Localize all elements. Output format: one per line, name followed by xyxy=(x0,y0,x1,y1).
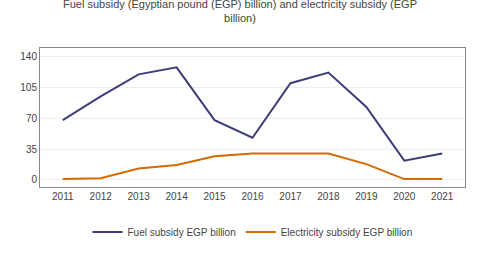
svg-text:2015: 2015 xyxy=(203,191,226,202)
svg-text:140: 140 xyxy=(20,51,37,62)
svg-text:0: 0 xyxy=(31,174,37,185)
svg-text:2020: 2020 xyxy=(393,191,416,202)
svg-text:Electricity subsidy EGP billio: Electricity subsidy EGP billion xyxy=(281,227,413,238)
svg-text:2012: 2012 xyxy=(90,191,113,202)
svg-text:2017: 2017 xyxy=(279,191,302,202)
svg-text:Fuel subsidy EGP billion: Fuel subsidy EGP billion xyxy=(128,227,236,238)
svg-text:2011: 2011 xyxy=(52,191,74,202)
svg-text:70: 70 xyxy=(26,113,38,124)
svg-text:105: 105 xyxy=(20,82,37,93)
svg-text:2014: 2014 xyxy=(165,191,188,202)
svg-text:2013: 2013 xyxy=(128,191,151,202)
svg-text:35: 35 xyxy=(26,144,38,155)
svg-text:2016: 2016 xyxy=(241,191,264,202)
svg-text:2019: 2019 xyxy=(355,191,378,202)
svg-text:2021: 2021 xyxy=(431,191,454,202)
svg-text:Fuel subsidy (Egyptian pound (: Fuel subsidy (Egyptian pound (EGP) billi… xyxy=(63,0,417,24)
svg-text:2018: 2018 xyxy=(317,191,340,202)
